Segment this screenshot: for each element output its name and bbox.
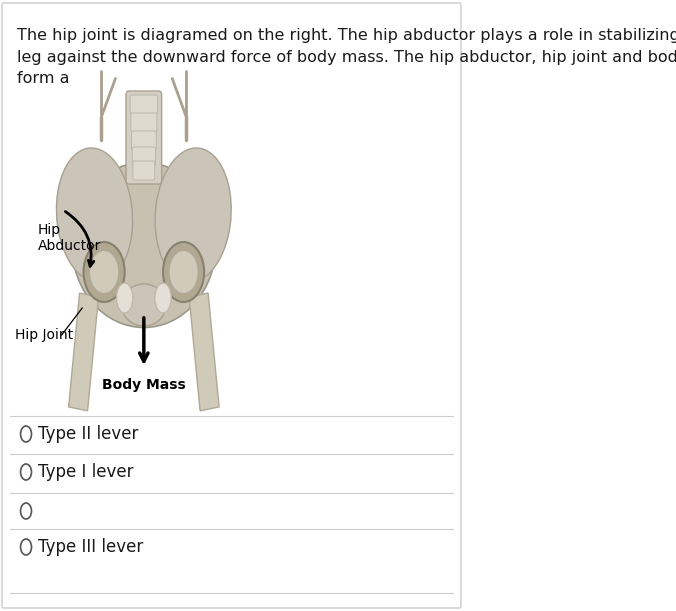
Circle shape <box>89 250 119 294</box>
FancyBboxPatch shape <box>132 131 156 150</box>
FancyBboxPatch shape <box>2 3 461 608</box>
Polygon shape <box>68 293 99 411</box>
Text: Type II lever: Type II lever <box>39 425 139 443</box>
FancyBboxPatch shape <box>126 91 162 184</box>
Text: The hip joint is diagramed on the right. The hip abductor plays a role in stabil: The hip joint is diagramed on the right.… <box>17 28 676 86</box>
FancyBboxPatch shape <box>133 161 155 180</box>
Ellipse shape <box>72 163 216 327</box>
Circle shape <box>171 254 196 290</box>
Polygon shape <box>189 293 219 411</box>
Text: Hip
Abductor: Hip Abductor <box>38 223 101 253</box>
Text: Hip Joint: Hip Joint <box>15 328 73 342</box>
FancyBboxPatch shape <box>132 147 155 166</box>
Ellipse shape <box>56 148 132 282</box>
Ellipse shape <box>122 284 166 326</box>
Circle shape <box>163 242 204 302</box>
FancyBboxPatch shape <box>130 95 158 114</box>
Text: Type I lever: Type I lever <box>39 463 134 481</box>
Circle shape <box>84 242 124 302</box>
Ellipse shape <box>116 283 133 313</box>
Ellipse shape <box>155 148 231 282</box>
Circle shape <box>92 254 116 290</box>
Text: Body Mass: Body Mass <box>102 378 186 392</box>
FancyBboxPatch shape <box>131 113 157 132</box>
Text: Type III lever: Type III lever <box>39 538 143 556</box>
Circle shape <box>168 250 199 294</box>
Ellipse shape <box>155 283 171 313</box>
